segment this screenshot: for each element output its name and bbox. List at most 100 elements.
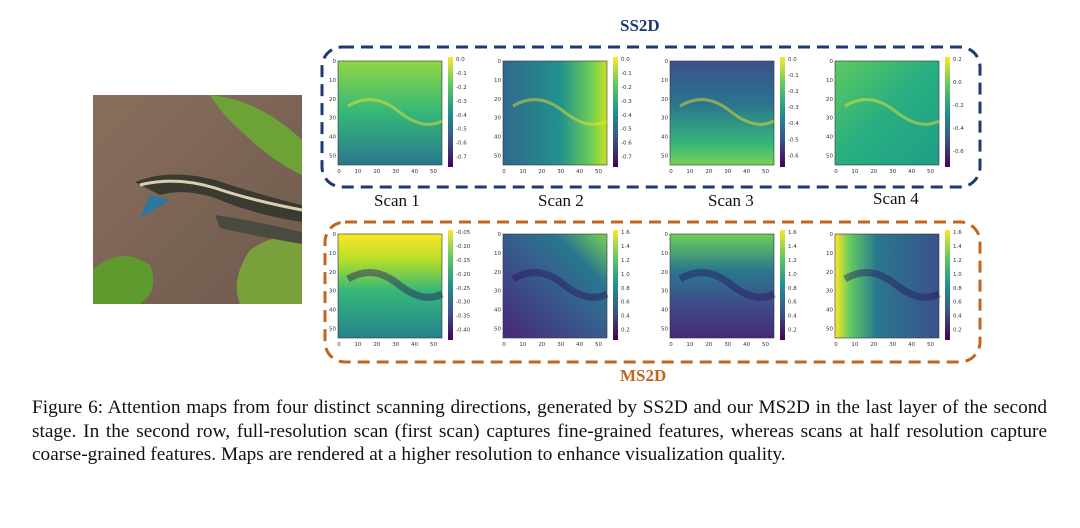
y-tick-label: 30 bbox=[329, 289, 336, 295]
colorbar-tick-label: 0.6 bbox=[953, 300, 962, 306]
colorbar-tick-label: -0.7 bbox=[456, 155, 467, 161]
colorbar-tick-label: -0.4 bbox=[456, 113, 467, 119]
y-tick-label: 40 bbox=[826, 308, 833, 314]
x-tick-label: 0 bbox=[502, 169, 506, 175]
colorbar-tick-label: 0.0 bbox=[456, 57, 465, 63]
ms2d-title: MS2D bbox=[620, 366, 667, 385]
x-tick-label: 10 bbox=[354, 342, 361, 348]
x-tick-label: 20 bbox=[538, 342, 545, 348]
colorbar-tick-label: 1.0 bbox=[621, 272, 630, 278]
x-tick-label: 10 bbox=[354, 169, 361, 175]
colorbar-tick-label: -0.6 bbox=[788, 153, 799, 159]
y-tick-label: 40 bbox=[329, 308, 336, 314]
y-tick-label: 20 bbox=[661, 97, 668, 103]
colorbar bbox=[613, 230, 618, 340]
ms2d-heatmap-4: 0 10 20 30 40 50 0 10 20 30 40 50 1.6 1.4 1.2 1.0 0.8 0.6… bbox=[826, 230, 962, 348]
y-tick-label: 20 bbox=[494, 97, 501, 103]
x-tick-label: 40 bbox=[411, 169, 418, 175]
attention-pattern bbox=[843, 269, 941, 301]
colorbar-tick-label: -0.3 bbox=[788, 105, 799, 111]
colorbar-tick-label: -0.15 bbox=[456, 258, 471, 264]
x-tick-label: 0 bbox=[669, 342, 673, 348]
x-tick-label: 20 bbox=[705, 342, 712, 348]
ss2d-group-frame bbox=[320, 45, 982, 189]
colorbar-tick-label: -0.25 bbox=[456, 286, 471, 292]
x-tick-label: 30 bbox=[724, 342, 731, 348]
y-tick-label: 50 bbox=[661, 327, 668, 333]
y-tick-label: 20 bbox=[826, 270, 833, 276]
colorbar-tick-label: -0.5 bbox=[456, 127, 467, 133]
x-tick-label: 30 bbox=[889, 169, 896, 175]
y-tick-label: 40 bbox=[494, 308, 501, 314]
y-tick-label: 10 bbox=[494, 78, 501, 84]
colorbar-tick-label: 1.6 bbox=[788, 230, 797, 236]
x-tick-label: 40 bbox=[576, 169, 583, 175]
x-tick-label: 0 bbox=[834, 342, 838, 348]
attention-pattern bbox=[678, 269, 776, 301]
y-tick-label: 40 bbox=[661, 135, 668, 141]
x-tick-label: 50 bbox=[927, 169, 934, 175]
colorbar-tick-label: 1.4 bbox=[621, 244, 630, 250]
snake-photo bbox=[93, 95, 303, 304]
y-tick-label: 50 bbox=[494, 154, 501, 160]
ss2d-heatmap-4: 0 10 20 30 40 50 0 10 20 30 40 50 0.2 0.0 -0.2 -0.4 -0.6 bbox=[826, 57, 964, 175]
scan-label-1: Scan 1 bbox=[374, 191, 420, 210]
x-tick-label: 10 bbox=[686, 169, 693, 175]
attention-pattern bbox=[347, 98, 443, 126]
x-tick-label: 20 bbox=[870, 342, 877, 348]
x-tick-label: 10 bbox=[851, 342, 858, 348]
colorbar-tick-label: -0.20 bbox=[456, 272, 471, 278]
y-tick-label: 10 bbox=[329, 251, 336, 257]
colorbar-tick-label: -0.1 bbox=[456, 71, 467, 77]
y-tick-label: 30 bbox=[661, 289, 668, 295]
colorbar-tick-label: -0.2 bbox=[621, 85, 632, 91]
x-tick-label: 40 bbox=[743, 342, 750, 348]
ms2d-heatmap-1: 0 10 20 30 40 50 0 10 20 30 40 50 -0.05 -0.10 -0.15 -0.… bbox=[329, 230, 471, 348]
ms2d-group-frame bbox=[323, 220, 982, 364]
y-tick-label: 20 bbox=[826, 97, 833, 103]
colorbar-tick-label: 1.6 bbox=[621, 230, 630, 236]
x-tick-label: 40 bbox=[908, 342, 915, 348]
x-tick-label: 10 bbox=[851, 169, 858, 175]
x-tick-label: 0 bbox=[502, 342, 506, 348]
y-tick-label: 30 bbox=[494, 289, 501, 295]
colorbar-tick-label: -0.5 bbox=[788, 137, 799, 143]
y-tick-label: 10 bbox=[661, 251, 668, 257]
colorbar bbox=[945, 230, 950, 340]
x-tick-label: 40 bbox=[576, 342, 583, 348]
colorbar-tick-label: -0.6 bbox=[621, 141, 632, 147]
x-tick-label: 50 bbox=[430, 342, 437, 348]
ss2d-heatmap-3: 0 10 20 30 40 50 0 10 20 30 40 50 0.0 -0.1 -0.2 -0.3 -0.… bbox=[661, 57, 799, 175]
y-tick-label: 30 bbox=[826, 289, 833, 295]
y-tick-label: 20 bbox=[661, 270, 668, 276]
colorbar-tick-label: -0.2 bbox=[456, 85, 467, 91]
colorbar-tick-label: 1.2 bbox=[788, 258, 797, 264]
x-tick-label: 20 bbox=[705, 169, 712, 175]
colorbar-tick-label: -0.6 bbox=[953, 149, 964, 155]
colorbar-tick-label: -0.30 bbox=[456, 300, 471, 306]
colorbar-tick-label: -0.10 bbox=[456, 244, 471, 250]
attention-pattern bbox=[844, 98, 940, 126]
y-tick-label: 30 bbox=[826, 116, 833, 122]
y-tick-label: 30 bbox=[494, 116, 501, 122]
colorbar-tick-label: -0.5 bbox=[621, 127, 632, 133]
colorbar-tick-label: 0.2 bbox=[621, 328, 630, 334]
figure-canvas: 0 10 20 30 40 50 0 10 20 30 40 50 0.0 -0.1 -0.2 -0.3 -0.… bbox=[93, 45, 982, 364]
y-tick-label: 30 bbox=[661, 116, 668, 122]
y-tick-label: 30 bbox=[329, 116, 336, 122]
y-tick-label: 10 bbox=[494, 251, 501, 257]
colorbar-tick-label: -0.3 bbox=[621, 99, 632, 105]
y-tick-label: 0 bbox=[333, 59, 337, 65]
x-tick-label: 50 bbox=[927, 342, 934, 348]
colorbar-tick-label: 0.4 bbox=[788, 314, 797, 320]
colorbar-tick-label: 1.2 bbox=[953, 258, 962, 264]
y-tick-label: 20 bbox=[329, 97, 336, 103]
x-tick-label: 40 bbox=[908, 169, 915, 175]
colorbar-tick-label: -0.6 bbox=[456, 141, 467, 147]
colorbar-tick-label: -0.40 bbox=[456, 328, 471, 334]
colorbar-tick-label: 0.6 bbox=[788, 300, 797, 306]
y-tick-label: 20 bbox=[329, 270, 336, 276]
x-tick-label: 40 bbox=[411, 342, 418, 348]
x-tick-label: 0 bbox=[669, 169, 673, 175]
scan-label-3: Scan 3 bbox=[708, 191, 754, 210]
